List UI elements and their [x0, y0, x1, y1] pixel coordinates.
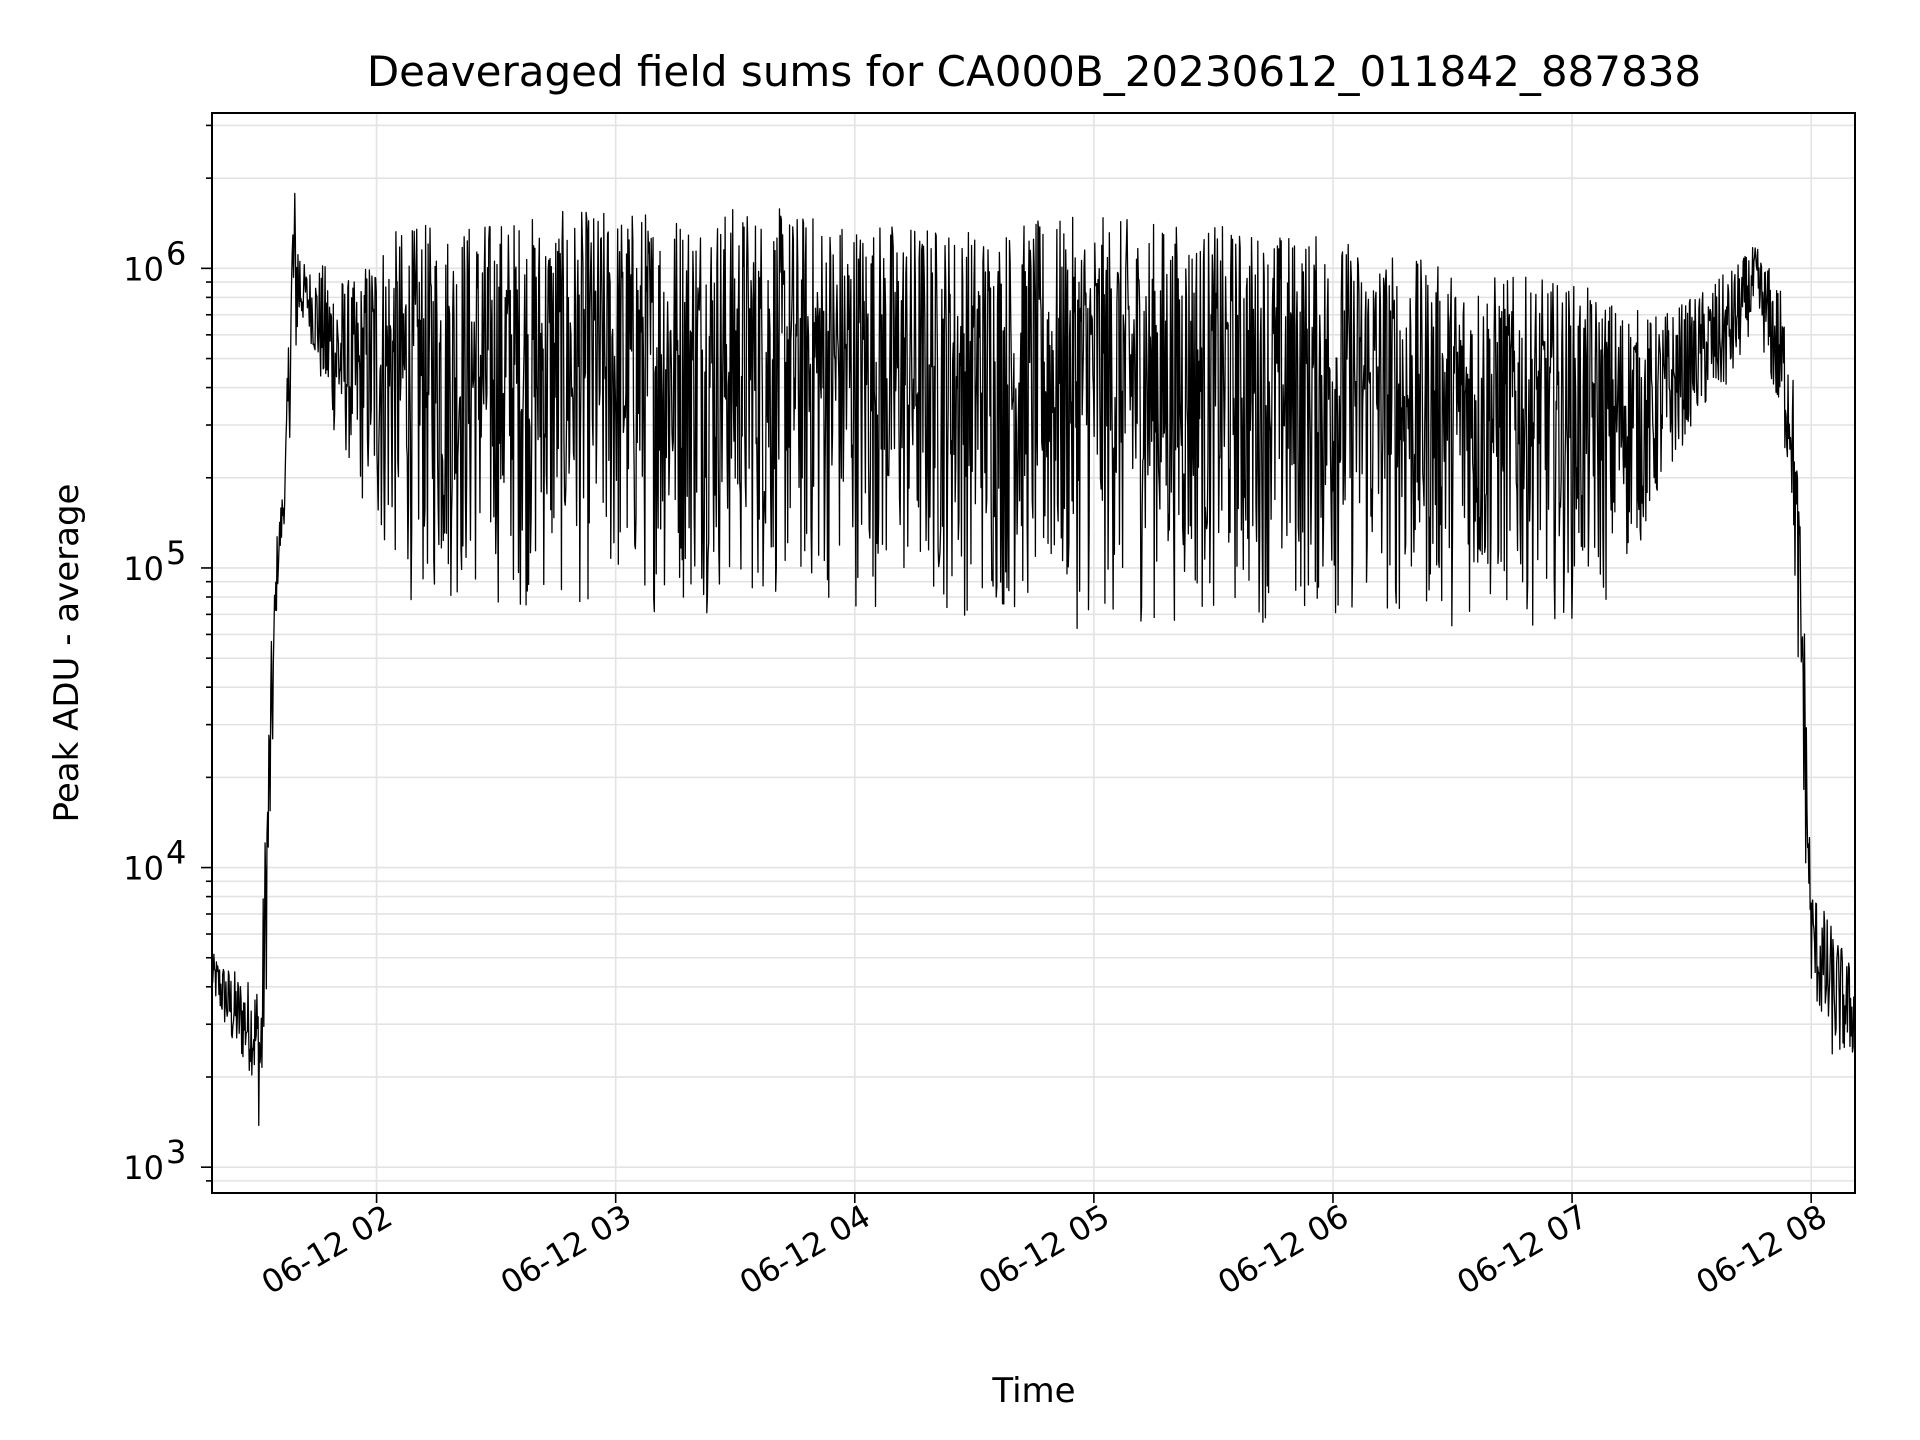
y-tick-label: 10: [123, 850, 164, 888]
y-tick-label: 10: [123, 550, 164, 588]
y-axis-label: Peak ADU - average: [47, 484, 87, 823]
y-tick-exponent: 6: [166, 234, 186, 272]
plot-frame: [211, 112, 1856, 1194]
series-line: [212, 192, 1855, 1126]
y-tick-exponent: 5: [166, 534, 186, 572]
y-tick-label: 10: [123, 1149, 164, 1187]
y-tick-exponent: 4: [166, 834, 186, 872]
plot-area: [212, 192, 1855, 1126]
x-axis-label: Time: [991, 1371, 1075, 1411]
y-tick-exponent: 3: [166, 1133, 186, 1171]
y-tick-label: 10: [123, 250, 164, 288]
chart-title: Deaveraged field sums for CA000B_2023061…: [367, 47, 1701, 96]
